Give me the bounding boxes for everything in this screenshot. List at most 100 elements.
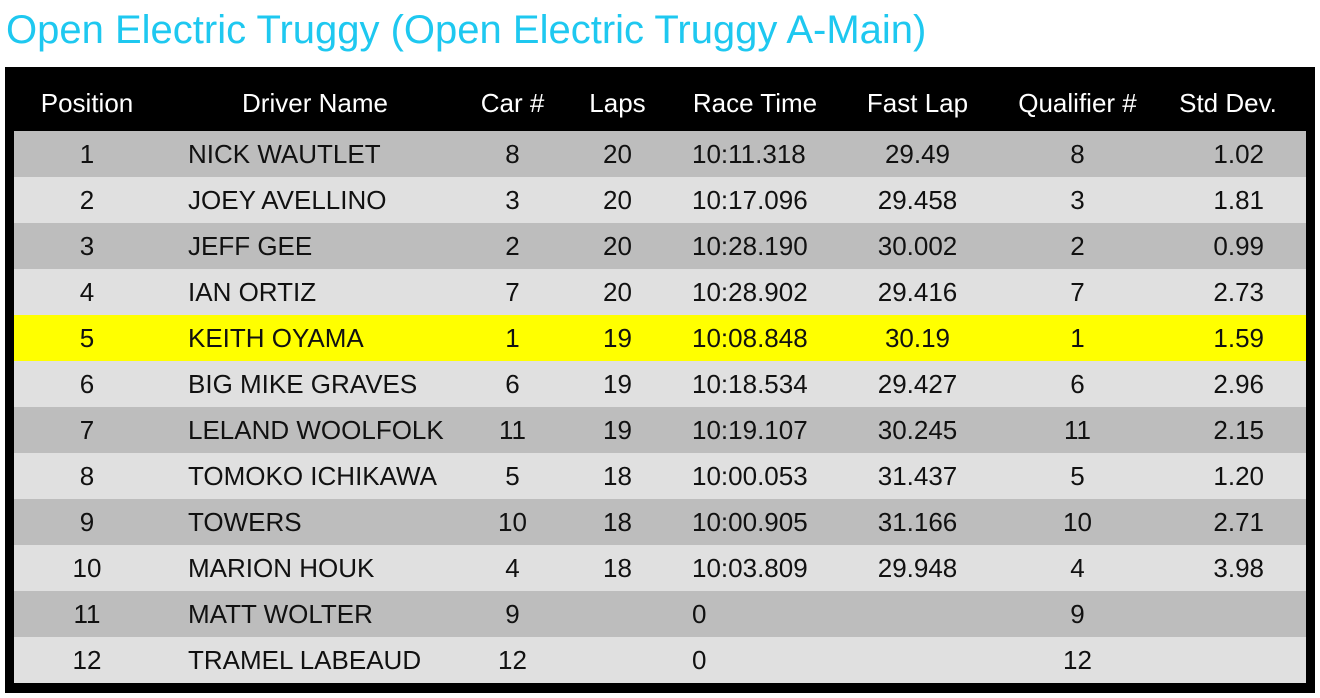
cell: 11 [14, 591, 160, 637]
cell: 20 [555, 177, 680, 223]
cell: 19 [555, 361, 680, 407]
result-row: 5 KEITH OYAMA 1 19 10:08.848 30.19 1 1.59 [14, 315, 1306, 361]
cell: 5 [14, 315, 160, 361]
cell: MATT WOLTER [160, 591, 470, 637]
cell: IAN ORTIZ [160, 269, 470, 315]
result-row: 11 MATT WOLTER 9 0 9 [14, 591, 1306, 637]
cell: 29.458 [830, 177, 1005, 223]
cell [1150, 591, 1306, 637]
header-row: Position Driver Name Car # Laps Race Time Fas… [14, 75, 1306, 131]
result-row: 2 JOEY AVELLINO 3 20 10:17.096 29.458 3 1.81 [14, 177, 1306, 223]
cell: 2.96 [1150, 361, 1306, 407]
cell: 2.15 [1150, 407, 1306, 453]
cell: 31.437 [830, 453, 1005, 499]
cell: 29.49 [830, 131, 1005, 177]
cell: 2.73 [1150, 269, 1306, 315]
cell: 1 [1005, 315, 1150, 361]
cell: 9 [14, 499, 160, 545]
cell: 6 [470, 361, 555, 407]
cell: 11 [470, 407, 555, 453]
cell: 7 [470, 269, 555, 315]
cell: 10:11.318 [680, 131, 830, 177]
cell: JOEY AVELLINO [160, 177, 470, 223]
cell: 12 [14, 637, 160, 683]
cell: 30.19 [830, 315, 1005, 361]
cell: 3 [14, 223, 160, 269]
cell: 12 [1005, 637, 1150, 683]
cell: 10 [14, 545, 160, 591]
cell: 10:17.096 [680, 177, 830, 223]
cell: 6 [1005, 361, 1150, 407]
cell: 2 [1005, 223, 1150, 269]
cell: 10 [470, 499, 555, 545]
cell: JEFF GEE [160, 223, 470, 269]
results-table: Position Driver Name Car # Laps Race Time Fas… [14, 75, 1306, 683]
cell: 10:28.902 [680, 269, 830, 315]
cell: 10:00.053 [680, 453, 830, 499]
cell: 18 [555, 499, 680, 545]
cell: 9 [1005, 591, 1150, 637]
cell: 1.81 [1150, 177, 1306, 223]
cell: 1 [14, 131, 160, 177]
cell: 29.427 [830, 361, 1005, 407]
cell: 18 [555, 545, 680, 591]
cell: 4 [470, 545, 555, 591]
cell: 19 [555, 315, 680, 361]
result-row: 8 TOMOKO ICHIKAWA 5 18 10:00.053 31.437 5 1.20 [14, 453, 1306, 499]
column-header: Qualifier # [1018, 87, 1137, 118]
column-header: Fast Lap [866, 87, 969, 118]
cell: 10:08.848 [680, 315, 830, 361]
cell: 19 [555, 407, 680, 453]
cell: 7 [1005, 269, 1150, 315]
cell: 9 [470, 591, 555, 637]
cell: 31.166 [830, 499, 1005, 545]
cell: 2.71 [1150, 499, 1306, 545]
cell: 10 [1005, 499, 1150, 545]
cell: 0.99 [1150, 223, 1306, 269]
cell: TOMOKO ICHIKAWA [160, 453, 470, 499]
cell: 12 [470, 637, 555, 683]
cell: TOWERS [160, 499, 470, 545]
result-row: 4 IAN ORTIZ 7 20 10:28.902 29.416 7 2.73 [14, 269, 1306, 315]
result-row: 9 TOWERS 10 18 10:00.905 31.166 10 2.71 [14, 499, 1306, 545]
cell: 0 [680, 591, 830, 637]
cell: 4 [14, 269, 160, 315]
result-row: 7 LELAND WOOLFOLK 11 19 10:19.107 30.245 11 2.1… [14, 407, 1306, 453]
cell: 0 [680, 637, 830, 683]
result-row: 12 TRAMEL LABEAUD 12 0 12 [14, 637, 1306, 683]
cell: 1.59 [1150, 315, 1306, 361]
cell: 20 [555, 131, 680, 177]
result-row: 10 MARION HOUK 4 18 10:03.809 29.948 4 3.98 [14, 545, 1306, 591]
result-row: 6 BIG MIKE GRAVES 6 19 10:18.534 29.427 6 2.96 [14, 361, 1306, 407]
cell: 6 [14, 361, 160, 407]
cell: 10:19.107 [680, 407, 830, 453]
cell [555, 591, 680, 637]
cell: 4 [1005, 545, 1150, 591]
column-header: Position [40, 87, 134, 118]
cell: 3 [1005, 177, 1150, 223]
cell: 18 [555, 453, 680, 499]
cell: MARION HOUK [160, 545, 470, 591]
result-row: 1 NICK WAUTLET 8 20 10:11.318 29.49 8 1.02 [14, 131, 1306, 177]
cell: LELAND WOOLFOLK [160, 407, 470, 453]
page-title: Open Electric Truggy (Open Electric Trug… [6, 8, 927, 52]
cell: 2 [14, 177, 160, 223]
cell: 8 [14, 453, 160, 499]
cell: 1.02 [1150, 131, 1306, 177]
cell: TRAMEL LABEAUD [160, 637, 470, 683]
table-body: 1 NICK WAUTLET 8 20 10:11.318 29.49 8 1.02 2 JOEY… [14, 131, 1306, 683]
cell: 8 [1005, 131, 1150, 177]
cell: 2 [470, 223, 555, 269]
result-row: 3 JEFF GEE 2 20 10:28.190 30.002 2 0.99 [14, 223, 1306, 269]
cell: 5 [470, 453, 555, 499]
cell: 10:00.905 [680, 499, 830, 545]
cell: 29.416 [830, 269, 1005, 315]
cell: KEITH OYAMA [160, 315, 470, 361]
cell [1150, 637, 1306, 683]
cell: 8 [470, 131, 555, 177]
cell: 1 [470, 315, 555, 361]
cell: 5 [1005, 453, 1150, 499]
column-header: Laps [589, 87, 646, 118]
cell: 7 [14, 407, 160, 453]
